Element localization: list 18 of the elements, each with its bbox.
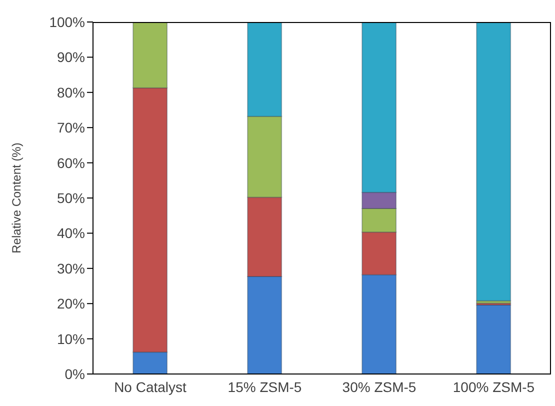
y-tick-label: 50% [56, 190, 85, 206]
bar [476, 22, 512, 302]
x-tick-label: No Catalyst [114, 378, 187, 395]
y-axis-title: Relative Content (%) [9, 142, 24, 254]
bar [476, 304, 512, 374]
y-tick-label: 30% [56, 260, 85, 276]
y-tick-label: 80% [56, 84, 85, 100]
y-tick-label: 60% [56, 154, 85, 171]
y-tick-label: 0% [64, 366, 85, 382]
y-tick-label: 70% [56, 120, 85, 136]
y-tick-label: 90% [56, 49, 85, 66]
y-tick-label: 20% [56, 296, 85, 312]
y-tick-label: 100% [49, 14, 85, 30]
x-tick-label: 30% ZSM-5 [342, 378, 416, 395]
y-tick-label: 10% [56, 330, 85, 347]
x-tick-label: 100% ZSM-5 [452, 378, 535, 395]
x-tick-label: 15% ZSM-5 [228, 378, 302, 395]
y-tick-label: 40% [56, 225, 85, 242]
